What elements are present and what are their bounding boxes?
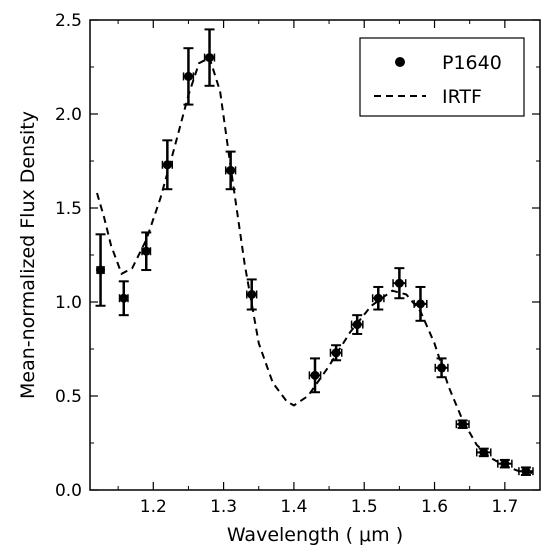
x-tick-label: 1.4	[280, 497, 307, 517]
p1640-point	[392, 267, 407, 300]
y-tick-label: 1.0	[55, 293, 82, 313]
p1640-marker	[521, 466, 531, 476]
y-tick-label: 0.5	[55, 387, 82, 407]
legend-p1640-marker	[395, 57, 405, 67]
p1640-marker	[479, 447, 489, 457]
x-axis-label: Wavelength ( μm )	[227, 524, 403, 546]
p1640-marker	[394, 278, 404, 288]
p1640-marker	[415, 299, 425, 309]
p1640-marker	[226, 165, 236, 175]
axes-layer: 1.2 1.3 1.4 1.5 1.6 1.7 0.0 0.5 1.0 1.5 2.0 2.5	[55, 11, 540, 517]
p1640-point	[161, 139, 174, 191]
p1640-point	[95, 233, 106, 307]
p1640-point	[497, 458, 513, 469]
p1640-point	[329, 344, 343, 362]
y-tick-label: 2.5	[55, 11, 82, 31]
x-tick-label: 1.3	[210, 497, 237, 517]
p1640-point	[434, 357, 449, 379]
p1640-marker	[162, 160, 172, 170]
p1640-point	[203, 28, 216, 87]
p1640-point	[308, 357, 322, 394]
plot-layer	[95, 28, 534, 476]
y-tick-label: 1.5	[55, 199, 82, 219]
p1640-marker	[141, 246, 151, 256]
series-irtf-line	[96, 56, 534, 475]
p1640-marker	[247, 289, 257, 299]
p1640-point	[371, 285, 385, 311]
y-tick-label: 0.0	[55, 481, 82, 501]
p1640-point	[455, 419, 470, 429]
p1640-marker	[119, 293, 129, 303]
p1640-point	[413, 285, 428, 322]
p1640-point	[118, 280, 129, 317]
p1640-marker	[500, 459, 510, 469]
y-axis-label: Mean-normalized Flux Density	[17, 111, 39, 399]
x-tick-label: 1.7	[491, 497, 518, 517]
legend: P1640 IRTF	[359, 37, 525, 117]
p1640-point	[475, 447, 492, 458]
p1640-point	[350, 314, 364, 335]
p1640-marker	[437, 363, 447, 373]
p1640-point	[224, 150, 237, 191]
p1640-point	[518, 466, 534, 476]
x-tick-label: 1.6	[421, 497, 448, 517]
y-tick-label: 2.0	[55, 105, 82, 125]
legend-label-irtf: IRTF	[442, 86, 482, 108]
p1640-marker	[458, 419, 468, 429]
p1640-marker	[183, 71, 193, 81]
p1640-marker	[96, 265, 106, 275]
p1640-marker	[205, 53, 215, 63]
p1640-marker	[331, 348, 341, 358]
p1640-point	[141, 231, 152, 272]
legend-box	[359, 37, 525, 117]
x-tick-label: 1.5	[351, 497, 378, 517]
p1640-marker	[352, 320, 362, 330]
p1640-point	[246, 278, 258, 311]
p1640-marker	[373, 293, 383, 303]
legend-label-p1640: P1640	[442, 52, 502, 74]
p1640-point	[182, 47, 195, 106]
p1640-marker	[310, 370, 320, 380]
x-tick-label: 1.2	[140, 497, 167, 517]
